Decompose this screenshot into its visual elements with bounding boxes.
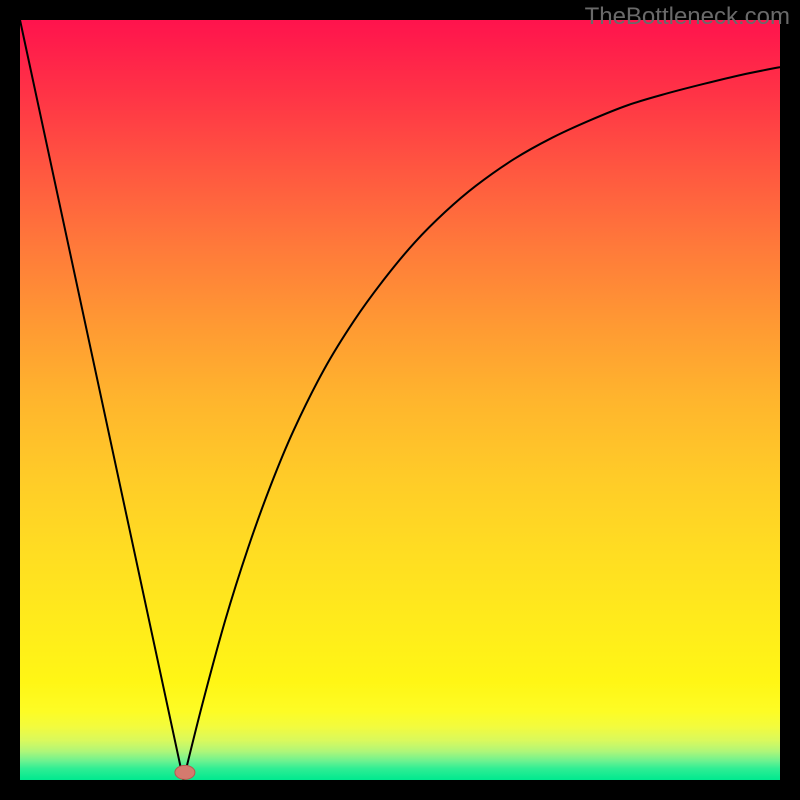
watermark-text: TheBottleneck.com bbox=[585, 3, 790, 30]
optimal-point-marker bbox=[175, 765, 195, 779]
chart-plot-area bbox=[20, 20, 780, 780]
bottleneck-chart: TheBottleneck.com bbox=[0, 0, 800, 800]
